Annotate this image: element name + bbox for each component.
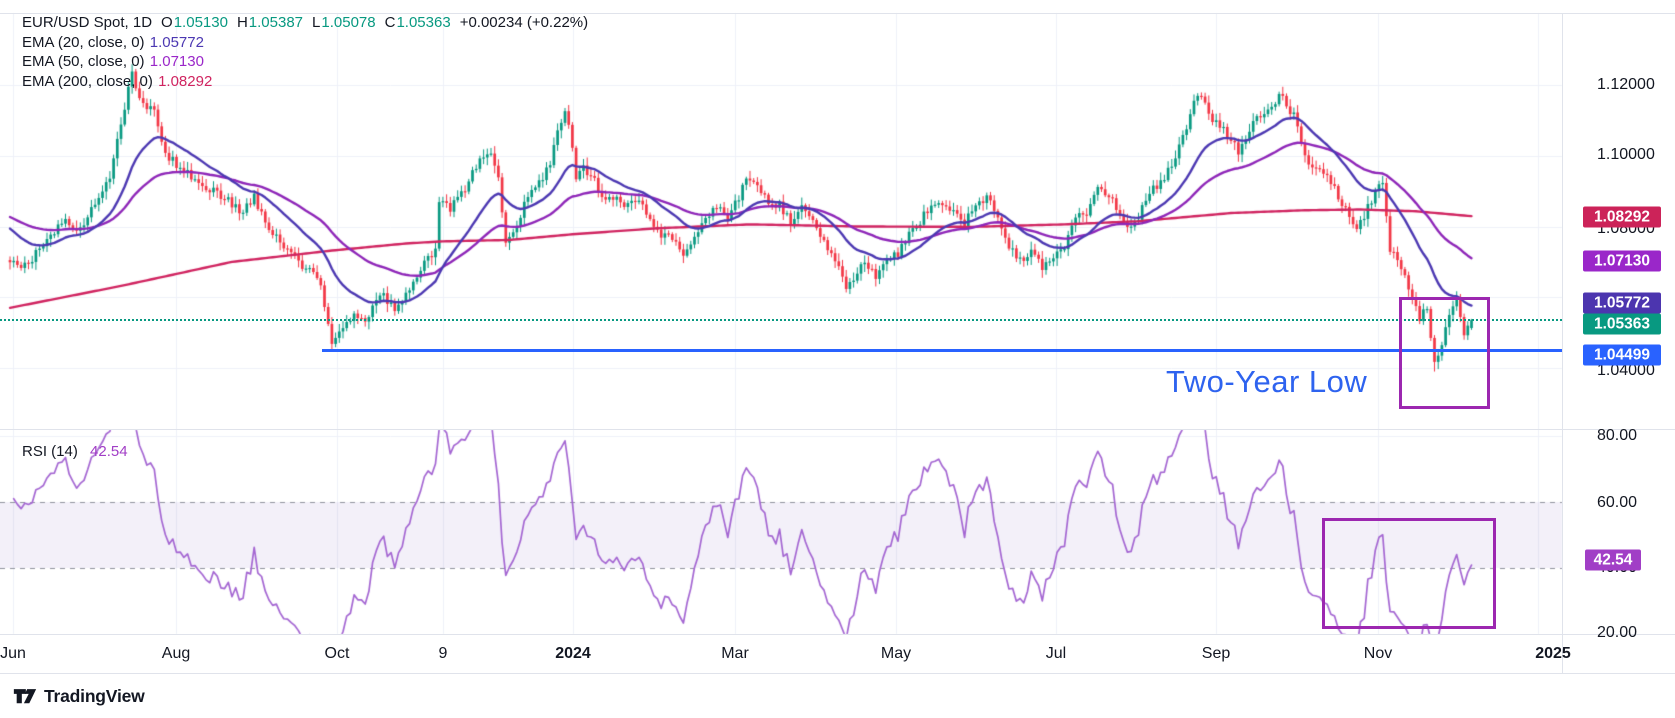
- ema200-label: EMA (200, close, 0): [22, 72, 153, 90]
- indicator-row-ema50[interactable]: EMA (50, close, 0) 1.07130: [22, 52, 588, 72]
- time-axis[interactable]: Jun Aug Oct 9 2024 Mar May Jul Sep Nov 2025: [0, 634, 1675, 673]
- rsi-value: 42.54: [90, 443, 128, 460]
- time-axis-label: 2024: [555, 644, 591, 662]
- ema50-value: 1.07130: [149, 53, 204, 70]
- price-axis-label: 1.10000: [1597, 146, 1655, 163]
- high-value: 1.05387: [248, 14, 304, 31]
- low-label: L: [312, 14, 321, 31]
- symbol-title: EUR/USD Spot, 1D: [22, 14, 153, 31]
- time-axis-label: Sep: [1201, 644, 1231, 662]
- price-axis-badge: 1.08292: [1583, 206, 1661, 228]
- rsi-legend[interactable]: RSI (14) 42.54: [22, 443, 128, 461]
- ema20-value: 1.05772: [149, 33, 204, 51]
- indicator-row-ema200[interactable]: EMA (200, close, 0) 1.08292: [22, 72, 588, 92]
- symbol-row[interactable]: EUR/USD Spot, 1D O1.05130 H1.05387 L1.05078…: [22, 13, 588, 33]
- time-axis-label: Aug: [161, 644, 191, 662]
- price-axis-label: 60.00: [1597, 494, 1638, 511]
- price-axis-badge: 1.04499: [1583, 344, 1661, 366]
- ema20-label: EMA (20, close, 0): [22, 33, 145, 51]
- time-axis-label: Mar: [721, 644, 749, 662]
- symbol-legend: EUR/USD Spot, 1D O1.05130 H1.05387 L1.05078…: [22, 13, 588, 91]
- time-axis-label: Oct: [324, 644, 350, 662]
- time-axis-label: 2025: [1535, 644, 1571, 662]
- price-axis-label: 1.12000: [1597, 76, 1655, 93]
- tradingview-logo[interactable]: TradingView: [13, 684, 145, 708]
- time-axis-label: 9: [438, 644, 448, 662]
- open-label: O: [161, 14, 173, 31]
- rsi-label: RSI (14): [22, 443, 78, 460]
- time-axis-label: Jun: [0, 644, 26, 662]
- indicator-row-ema20[interactable]: EMA (20, close, 0) 1.05772: [22, 33, 588, 53]
- high-label: H: [236, 14, 248, 31]
- rsi-pane-bottom-separator[interactable]: [0, 634, 1675, 635]
- close-value: 1.05363: [396, 14, 451, 31]
- two-year-low-label[interactable]: Two-Year Low: [1166, 364, 1368, 399]
- price-axis-badge: 1.05363: [1583, 313, 1661, 335]
- price-axis-badge: 1.05772: [1583, 292, 1661, 314]
- time-axis-label: Nov: [1363, 644, 1393, 662]
- open-value: 1.05130: [173, 14, 228, 31]
- support-line[interactable]: [322, 348, 1562, 352]
- price-axis-label: 20.00: [1597, 624, 1638, 641]
- bottom-border: [0, 673, 1675, 674]
- price-axis-badge: 1.07130: [1583, 250, 1661, 272]
- pane-separator[interactable]: [0, 429, 1675, 430]
- tradingview-logo-text: TradingView: [44, 685, 145, 706]
- price-axis-border[interactable]: [1562, 13, 1563, 673]
- low-value: 1.05078: [321, 14, 376, 31]
- tradingview-logo-icon: [13, 689, 37, 704]
- ema50-label: EMA (50, close, 0): [22, 53, 145, 70]
- close-label: C: [384, 14, 396, 31]
- time-axis-label: May: [880, 644, 912, 662]
- time-axis-label: Jul: [1045, 644, 1067, 662]
- change-value: +0.00234 (+0.22%): [459, 14, 589, 31]
- current-price-line: [0, 318, 1562, 321]
- price-axis-label: 1.04000: [1597, 362, 1655, 379]
- main-highlight-rect[interactable]: [1399, 297, 1490, 409]
- price-axis-badge: 42.54: [1585, 549, 1641, 571]
- rsi-highlight-rect[interactable]: [1322, 518, 1496, 629]
- price-axis-label: 80.00: [1597, 427, 1638, 444]
- top-border: [0, 13, 1675, 14]
- price-axis[interactable]: 1.120001.100001.080001.0400080.0060.0040…: [1562, 0, 1675, 673]
- ema200-value: 1.08292: [158, 72, 213, 90]
